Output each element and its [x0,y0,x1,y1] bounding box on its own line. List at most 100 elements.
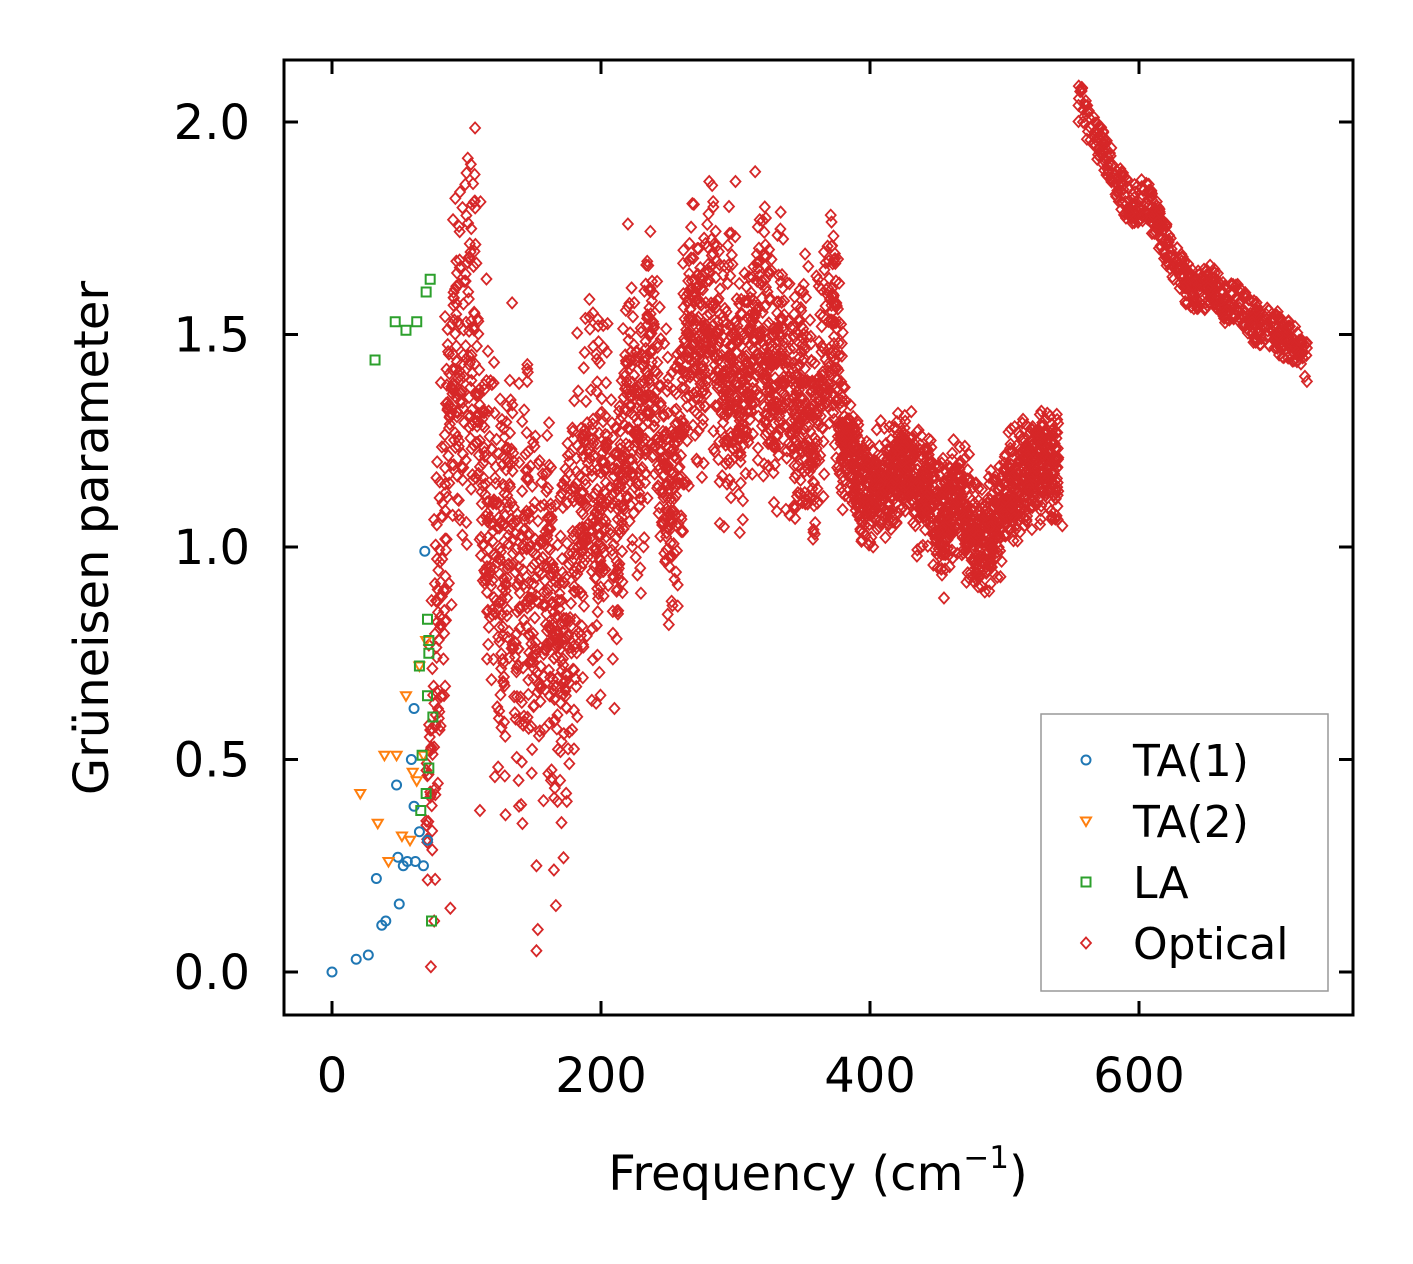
data-point-optical [678,381,691,395]
data-point-optical [1043,409,1057,423]
data-point-optical [796,391,810,406]
data-point-optical [482,620,496,635]
data-point-optical [789,367,803,382]
data-point-optical [566,662,580,677]
data-point-optical [509,565,522,580]
data-point-optical [756,274,769,289]
data-point-optical [703,260,717,274]
data-point-optical [779,355,793,369]
data-point-optical [968,554,981,569]
data-point-optical [755,291,769,306]
data-point-optical [879,530,892,545]
data-point-optical [586,621,599,636]
data-point-optical [1093,145,1106,160]
data-point-optical [771,427,784,442]
data-point-optical [514,690,527,704]
data-point-optical [664,491,677,506]
data-point-optical [586,510,600,525]
data-point-optical [953,440,966,454]
data-point-optical [585,564,599,579]
data-point-optical [733,421,746,436]
data-point-optical [671,578,684,592]
data-point-optical [1031,462,1044,476]
data-point-optical [625,467,639,481]
data-point-optical [972,553,986,568]
data-point-optical [756,305,769,320]
data-point-optical [959,521,972,535]
data-point-optical [671,347,684,362]
data-point-optical [1004,457,1017,472]
data-point-ta2 [353,789,367,801]
data-point-optical [906,473,919,488]
data-point-optical [1292,347,1305,362]
data-point-optical [744,318,758,333]
data-point-optical [586,652,600,667]
data-point-optical [532,457,545,471]
data-point-optical [1007,533,1020,548]
data-point-optical [595,391,609,406]
data-point-optical [514,797,528,812]
data-point-optical [963,475,977,490]
data-point-optical [692,335,706,350]
data-point-optical [859,506,872,520]
data-point-optical [1283,334,1296,349]
data-point-optical [742,321,755,336]
data-point-optical [729,378,743,393]
data-point-optical [961,566,974,580]
data-point-optical [740,280,753,294]
data-point-optical [849,451,862,466]
data-point-optical [424,959,438,974]
data-point-optical [485,672,498,687]
data-point-optical [467,195,481,209]
data-point-optical [739,349,753,363]
data-point-optical [752,300,766,315]
data-point-optical [451,314,465,329]
data-point-optical [731,447,744,462]
data-point-optical [428,576,442,591]
data-point-optical [1016,416,1029,430]
data-point-optical [994,520,1007,535]
data-point-optical [475,496,489,511]
data-point-optical [478,382,491,397]
data-point-optical [935,533,948,548]
data-point-optical [792,358,806,373]
data-point-optical [447,458,461,472]
data-point-optical [964,535,977,549]
data-point-optical [1104,173,1118,187]
data-point-optical [713,474,726,489]
data-point-optical [828,297,842,311]
data-point-optical [736,512,750,527]
data-point-optical [626,532,639,547]
data-point-optical [640,311,654,326]
data-point-la [369,354,381,366]
data-point-optical [674,509,688,523]
data-point-optical [450,266,464,280]
data-point-optical [577,361,590,375]
data-point-optical [832,315,846,330]
data-point-optical [848,482,862,496]
data-point-optical [1127,187,1140,202]
data-point-optical [799,438,812,453]
data-point-optical [781,276,794,290]
data-point-optical [440,378,454,392]
data-point-optical [905,404,918,419]
data-point-optical [549,580,563,595]
data-point-optical [816,365,829,379]
data-point-optical [1143,208,1157,223]
data-point-optical [420,763,433,778]
data-point-optical [561,741,575,756]
data-point-optical [920,488,934,503]
data-point-optical [593,551,606,566]
data-point-optical [928,493,942,508]
data-point-optical [654,396,667,410]
data-point-optical [441,395,454,410]
data-point-optical [489,550,503,564]
legend-item-ta1-marker [1080,754,1092,766]
data-point-optical [422,717,436,732]
data-point-optical [676,424,689,439]
data-point-optical [983,536,996,551]
data-point-optical [788,290,801,304]
data-point-optical [801,373,814,388]
data-point-optical [1258,319,1271,334]
data-point-optical [513,586,527,600]
